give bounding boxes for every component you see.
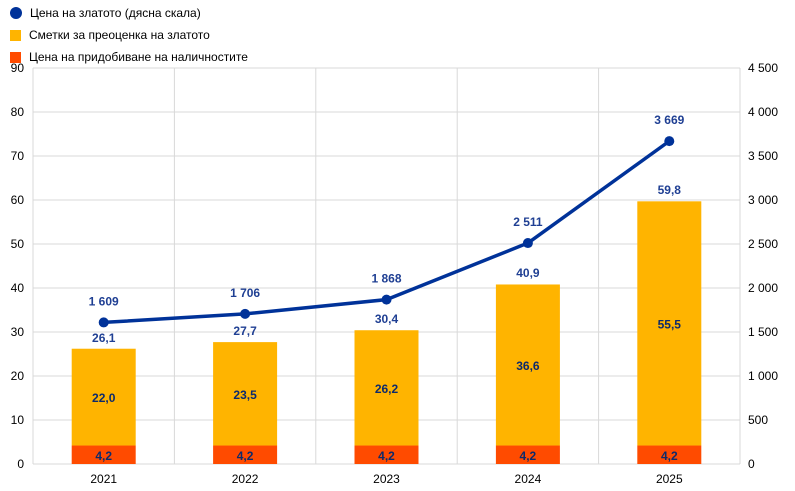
gold-price-point: [522, 238, 533, 249]
y-left-tick-label: 0: [17, 457, 24, 471]
legend-item-gold-price: Цена на златото (дясна скала): [10, 2, 248, 24]
bar-segment-label: 36,6: [516, 359, 540, 373]
bar-acquisition-cost: [495, 445, 560, 464]
y-right-tick-label: 3 000: [748, 193, 778, 207]
gold-price-label: 1 609: [89, 294, 119, 308]
gold-price-label: 2 511: [513, 215, 543, 229]
bar-acquisition-cost: [213, 445, 278, 464]
bar-segment-label: 4,2: [95, 449, 112, 463]
y-right-tick-label: 1 000: [748, 369, 778, 383]
y-right-tick-label: 4 000: [748, 105, 778, 119]
bar-segment-label: 4,2: [237, 449, 254, 463]
legend-label: Цена на придобиване на наличностите: [29, 50, 248, 64]
y-right-tick-label: 2 500: [748, 237, 778, 251]
bar-segment-label: 4,2: [378, 449, 395, 463]
y-left-tick-label: 30: [11, 325, 25, 339]
y-left-tick-label: 90: [11, 61, 25, 75]
bar-segment-label: 22,0: [92, 391, 116, 405]
gold-price-label: 3 669: [654, 113, 684, 127]
bar-revaluation: [495, 284, 560, 446]
y-right-tick-label: 3 500: [748, 149, 778, 163]
gold-price-point: [381, 294, 392, 305]
x-tick-label: 2023: [373, 472, 400, 486]
bar-segment-label: 4,2: [520, 449, 537, 463]
y-right-tick-label: 2 000: [748, 281, 778, 295]
gold-price-point: [240, 308, 251, 319]
y-left-tick-label: 70: [11, 149, 25, 163]
y-right-tick-label: 4 500: [748, 61, 778, 75]
bar-revaluation: [71, 348, 136, 446]
x-tick-label: 2024: [515, 472, 542, 486]
legend-dot-icon: [10, 7, 22, 19]
bar-total-label: 59,8: [658, 183, 682, 197]
bar-segment-label: 4,2: [661, 449, 678, 463]
y-left-tick-label: 60: [11, 193, 25, 207]
gold-price-point: [98, 317, 109, 328]
bar-acquisition-cost: [354, 445, 419, 464]
bar-acquisition-cost: [637, 445, 702, 464]
bar-total-label: 30,4: [375, 312, 399, 326]
bar-segment-label: 23,5: [233, 388, 257, 402]
x-tick-label: 2022: [232, 472, 259, 486]
gold-price-point: [664, 136, 675, 147]
bar-acquisition-cost: [71, 445, 136, 464]
y-left-tick-label: 40: [11, 281, 25, 295]
bar-segment-label: 26,2: [375, 382, 399, 396]
y-right-tick-label: 0: [748, 457, 755, 471]
bar-revaluation: [213, 342, 278, 446]
bar-total-label: 26,1: [92, 331, 116, 345]
y-left-tick-label: 10: [11, 413, 25, 427]
legend-item-acquisition-cost: Цена на придобиване на наличностите: [10, 46, 248, 68]
legend-item-revaluation: Сметки за преоценка на златото: [10, 24, 248, 46]
y-left-tick-label: 20: [11, 369, 25, 383]
y-left-tick-label: 80: [11, 105, 25, 119]
y-right-tick-label: 1 500: [748, 325, 778, 339]
bar-total-label: 40,9: [516, 266, 540, 280]
legend-square-icon: [10, 51, 21, 63]
gold-price-label: 1 706: [230, 286, 260, 300]
legend: Цена на златото (дясна скала) Сметки за …: [10, 2, 248, 68]
legend-label: Цена на златото (дясна скала): [30, 6, 201, 20]
legend-square-icon: [10, 29, 21, 41]
y-left-tick-label: 50: [11, 237, 25, 251]
bar-total-label: 27,7: [233, 324, 257, 338]
legend-label: Сметки за преоценка на златото: [29, 28, 210, 42]
bar-revaluation: [354, 330, 419, 446]
y-right-tick-label: 500: [748, 413, 768, 427]
x-tick-label: 2025: [656, 472, 683, 486]
x-tick-label: 2021: [90, 472, 117, 486]
gold-price-label: 1 868: [371, 272, 401, 286]
bar-revaluation: [637, 201, 702, 446]
bar-segment-label: 55,5: [658, 317, 682, 331]
